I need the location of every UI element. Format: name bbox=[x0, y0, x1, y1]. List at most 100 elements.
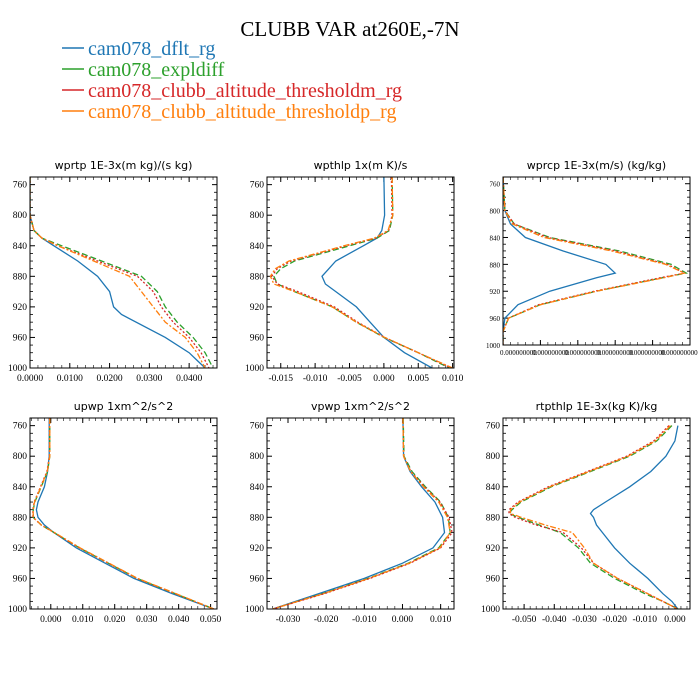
y-tick-label: 1000 bbox=[8, 605, 27, 615]
x-tick-label: 0.010 bbox=[442, 374, 464, 384]
y-tick-label: 880 bbox=[13, 272, 28, 282]
legend-label-expldiff: cam078_expldiff bbox=[88, 59, 225, 81]
x-tick-label: 0.000000000 bbox=[564, 349, 601, 357]
figure-title: CLUBB VAR at260E,-7N bbox=[240, 17, 459, 41]
series-line-0 bbox=[503, 177, 617, 345]
x-tick-label: -0.010 bbox=[352, 615, 377, 625]
y-tick-label: 1000 bbox=[8, 364, 27, 374]
y-tick-label: 920 bbox=[250, 303, 265, 313]
legend: cam078_dflt_rg cam078_expldiff cam078_cl… bbox=[62, 38, 402, 123]
x-tick-label: 0.000 bbox=[392, 615, 414, 625]
x-tick-label: 0.010 bbox=[72, 615, 94, 625]
x-tick-label: 0.010 bbox=[430, 615, 452, 625]
y-tick-label: 840 bbox=[13, 483, 28, 493]
plot-frame bbox=[29, 176, 218, 369]
y-tick-label: 960 bbox=[250, 574, 265, 584]
series-line-1 bbox=[273, 177, 450, 368]
panel-title: upwp 1xm^2/s^2 bbox=[74, 400, 174, 413]
series-line-1 bbox=[30, 177, 214, 368]
series-line-0 bbox=[589, 425, 679, 609]
y-tick-label: 760 bbox=[250, 181, 265, 191]
panel-title: vpwp 1xm^2/s^2 bbox=[311, 400, 410, 413]
y-tick-label: 920 bbox=[13, 303, 28, 313]
panel-title: wpthlp 1x(m K)/s bbox=[314, 159, 408, 172]
legend-label-thresholdp: cam078_clubb_altitude_thresholdp_rg bbox=[88, 101, 396, 123]
x-tick-label: 0.0000 bbox=[17, 374, 43, 384]
series-line-3 bbox=[503, 177, 687, 345]
y-tick-label: 800 bbox=[490, 208, 501, 216]
series-line-2 bbox=[270, 177, 452, 368]
x-tick-label: -0.030 bbox=[276, 615, 301, 625]
y-tick-label: 800 bbox=[250, 452, 265, 462]
x-tick-label: 0.040 bbox=[168, 615, 190, 625]
series-line-1 bbox=[32, 418, 215, 609]
series-line-3 bbox=[32, 418, 215, 609]
series-line-2 bbox=[32, 418, 215, 609]
legend-label-thresholdm: cam078_clubb_altitude_thresholdm_rg bbox=[88, 80, 402, 102]
y-tick-label: 840 bbox=[250, 483, 265, 493]
y-tick-label: 880 bbox=[490, 261, 501, 269]
y-tick-label: 880 bbox=[250, 272, 265, 282]
panel-title: rtpthlp 1E-3x(kg K)/kg bbox=[536, 400, 658, 413]
x-tick-label: 0.000000000 bbox=[597, 349, 634, 357]
y-tick-label: 960 bbox=[13, 333, 28, 343]
panel-title: wprcp 1E-3x(m/s) (kg/kg) bbox=[527, 159, 666, 172]
y-tick-label: 840 bbox=[490, 234, 501, 242]
x-tick-label: 0.000 bbox=[664, 615, 686, 625]
series-line-3 bbox=[509, 425, 679, 609]
x-tick-label: 0.005 bbox=[408, 374, 430, 384]
series-line-0 bbox=[321, 177, 433, 368]
series-line-1 bbox=[507, 425, 679, 609]
x-tick-label: 0.0400 bbox=[176, 374, 202, 384]
y-tick-label: 840 bbox=[250, 242, 265, 252]
plot-frame bbox=[266, 417, 455, 610]
x-tick-label: 0.000000000 bbox=[532, 349, 569, 357]
y-tick-label: 760 bbox=[250, 422, 265, 432]
y-tick-label: 1000 bbox=[481, 605, 500, 615]
x-tick-label: -0.050 bbox=[512, 615, 537, 625]
plot-frame bbox=[266, 176, 455, 369]
plot-frame bbox=[502, 176, 691, 346]
series-line-0 bbox=[272, 418, 446, 609]
y-tick-label: 800 bbox=[13, 211, 28, 221]
panel-0: wprtp 1E-3x(m kg)/(s kg) 760 800 840 880 920 9… bbox=[8, 159, 218, 384]
y-tick-label: 960 bbox=[13, 574, 28, 584]
y-tick-label: 960 bbox=[490, 315, 501, 323]
x-tick-label: -0.040 bbox=[542, 615, 567, 625]
series-line-2 bbox=[508, 425, 679, 609]
y-tick-label: 800 bbox=[486, 452, 501, 462]
x-tick-label: 0.030 bbox=[136, 615, 158, 625]
y-tick-label: 880 bbox=[13, 513, 28, 523]
y-tick-label: 920 bbox=[486, 544, 501, 554]
y-tick-label: 800 bbox=[13, 452, 28, 462]
y-tick-label: 880 bbox=[486, 513, 501, 523]
x-tick-label: -0.010 bbox=[632, 615, 657, 625]
panel-2: wprcp 1E-3x(m/s) (kg/kg) 760 800 840 880 920 9… bbox=[486, 159, 698, 357]
plot-frame bbox=[29, 417, 218, 610]
x-tick-label: 0.000000000 bbox=[500, 349, 537, 357]
legend-label-dflt: cam078_dflt_rg bbox=[88, 38, 215, 60]
panel-1: wpthlp 1x(m K)/s 760 800 840 880 920 960 1000 -0… bbox=[245, 159, 464, 384]
y-tick-label: 1000 bbox=[245, 364, 264, 374]
panels: wprtp 1E-3x(m kg)/(s kg) 760 800 840 880 920 9… bbox=[8, 159, 698, 625]
x-tick-label: 0.000000000 bbox=[629, 349, 666, 357]
series-line-2 bbox=[30, 177, 210, 368]
y-tick-label: 760 bbox=[13, 422, 28, 432]
y-tick-label: 920 bbox=[13, 544, 28, 554]
x-tick-label: 0.020 bbox=[104, 615, 126, 625]
y-tick-label: 920 bbox=[490, 288, 501, 296]
series-line-3 bbox=[269, 177, 453, 368]
series-line-3 bbox=[272, 418, 451, 609]
y-tick-label: 960 bbox=[486, 574, 501, 584]
y-tick-label: 920 bbox=[250, 544, 265, 554]
y-tick-label: 840 bbox=[13, 242, 28, 252]
x-tick-label: -0.005 bbox=[337, 374, 362, 384]
x-tick-label: 0.050 bbox=[200, 615, 222, 625]
y-tick-label: 760 bbox=[13, 181, 28, 191]
y-tick-label: 880 bbox=[250, 513, 265, 523]
x-tick-label: 0.0200 bbox=[97, 374, 123, 384]
y-tick-label: 800 bbox=[250, 211, 265, 221]
panel-5: rtpthlp 1E-3x(kg K)/kg 760 800 840 880 920 960… bbox=[481, 400, 691, 625]
panel-3: upwp 1xm^2/s^2 760 800 840 880 920 960 1000 0.00… bbox=[8, 400, 222, 625]
